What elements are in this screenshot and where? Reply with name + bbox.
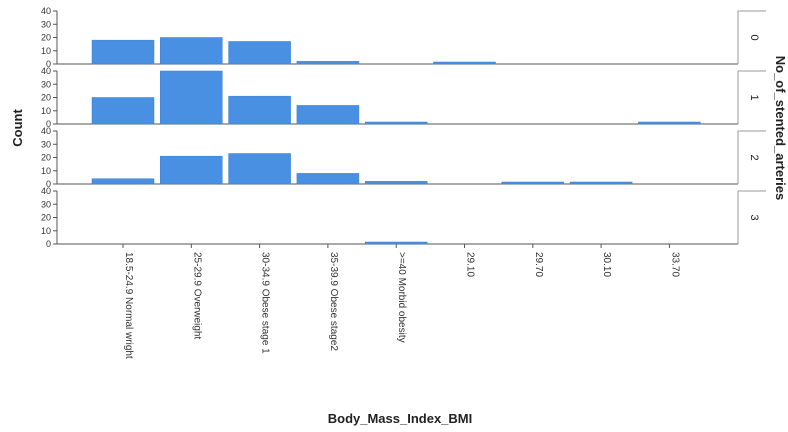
facet-strip-label: 2 <box>748 154 760 160</box>
y-tick-label: 30 <box>41 139 51 149</box>
y-tick-label: 10 <box>41 226 51 236</box>
bar <box>228 153 291 185</box>
x-axis-title: Body_Mass_Index_BMI <box>328 411 473 426</box>
y-tick-label: 0 <box>46 239 51 249</box>
bar <box>91 97 155 125</box>
facet-panel-0: 0 10 20 30 40 0 <box>41 6 766 69</box>
facet-panel-1: 0 10 20 30 40 1 <box>41 66 766 129</box>
bar <box>160 37 223 65</box>
facet-strip-label: 1 <box>748 94 760 100</box>
facet-panel-2: 0 10 20 30 40 2 <box>41 126 766 189</box>
bar <box>638 121 701 125</box>
x-tick-label: 29.10 <box>465 252 476 277</box>
y-tick-label: 20 <box>41 33 51 43</box>
y-tick-label: 30 <box>41 199 51 209</box>
x-tick-label: 33.70 <box>669 252 680 277</box>
bar <box>296 61 360 65</box>
bar <box>364 121 428 125</box>
y-tick-label: 40 <box>41 126 51 136</box>
y-tick-label: 0 <box>46 59 51 69</box>
facet-panel-3: 0 10 20 30 40 3 <box>41 186 766 249</box>
x-tick-label: 30.10 <box>601 252 612 277</box>
bar <box>569 181 633 185</box>
bar <box>91 178 155 185</box>
y-tick-label: 10 <box>41 106 51 116</box>
y-tick-label: 10 <box>41 166 51 176</box>
facet-strip-label: 3 <box>748 214 760 220</box>
y-axis-title: Count <box>10 109 25 147</box>
y-tick-label: 20 <box>41 153 51 163</box>
bar <box>364 241 428 245</box>
facet-strip-label: 0 <box>748 34 760 40</box>
y-tick-label: 40 <box>41 186 51 196</box>
bar <box>364 181 428 185</box>
y-tick-label: 0 <box>46 179 51 189</box>
y-tick-label: 10 <box>41 46 51 56</box>
y-tick-label: 0 <box>46 119 51 129</box>
x-tick-label: >=40 Morbid obesity <box>396 252 407 343</box>
plot-area: 0102030400010203040101020304020102030403… <box>41 6 766 359</box>
facet-axis-title: No_of_stented_arteries <box>773 56 788 201</box>
bar <box>501 181 565 185</box>
x-tick-label: 25-29.9 Overweight <box>191 252 202 339</box>
bar <box>296 173 360 185</box>
y-tick-label: 30 <box>41 19 51 29</box>
bar <box>296 105 360 125</box>
bar <box>160 155 223 185</box>
x-tick-label: 29.70 <box>533 252 544 277</box>
y-tick-label: 40 <box>41 6 51 16</box>
bar <box>91 39 155 65</box>
bar <box>228 95 291 125</box>
x-tick-label: 30-34.9 Obese stage 1 <box>260 252 271 354</box>
y-tick-label: 30 <box>41 79 51 89</box>
x-tick-label: 35-39.9 Obese stage2 <box>328 252 339 351</box>
x-tick-label: 18.5-24.9 Normal wright <box>123 252 134 359</box>
y-tick-label: 20 <box>41 93 51 103</box>
bar <box>160 70 223 125</box>
y-tick-label: 20 <box>41 213 51 223</box>
bar <box>228 41 291 65</box>
y-tick-label: 40 <box>41 66 51 76</box>
bar <box>433 61 496 65</box>
